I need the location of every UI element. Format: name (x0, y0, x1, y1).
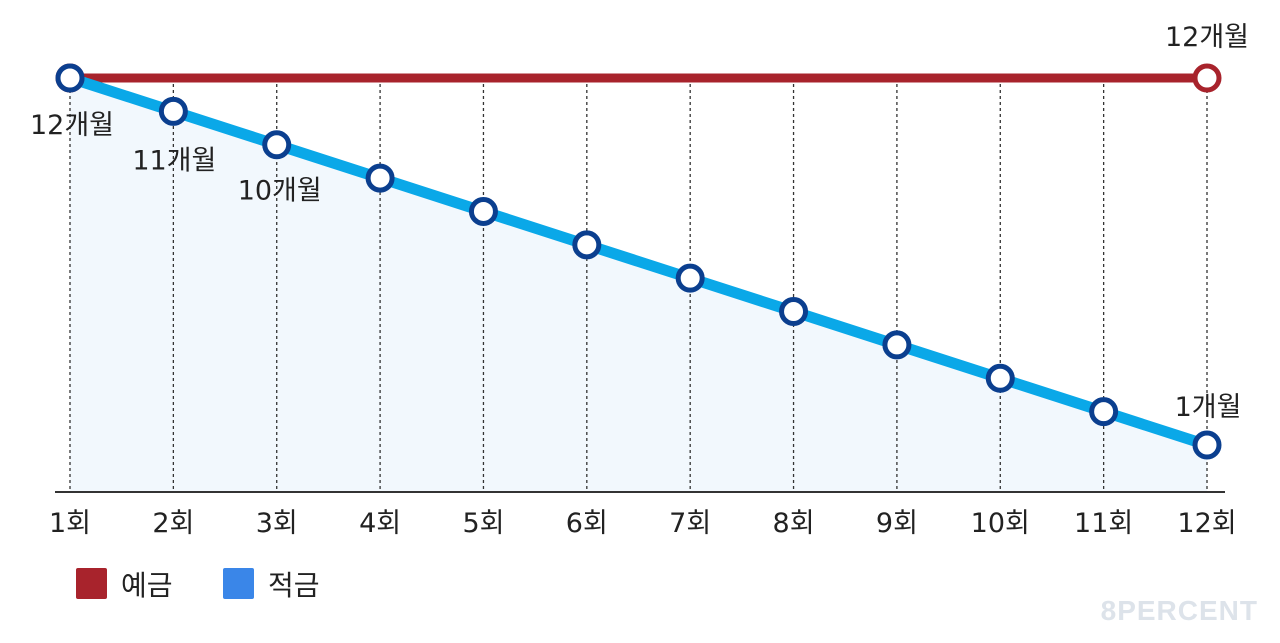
legend-swatch (76, 568, 107, 599)
data-label: 12개월 (30, 110, 114, 141)
legend-label: 적금 (268, 569, 320, 602)
data-point (468, 196, 498, 226)
data-point (572, 230, 602, 260)
x-tick-label: 10회 (971, 508, 1030, 539)
data-point (985, 363, 1015, 393)
x-tick-label: 8회 (773, 508, 815, 539)
data-point (779, 297, 809, 327)
x-tick-label: 3회 (256, 508, 298, 539)
data-point (158, 96, 188, 126)
x-tick-label: 1회 (49, 508, 91, 539)
area-layer (70, 78, 1207, 492)
x-tick-labels: 1회 2회 3회 4회 5회 6회 7회 8회 9회 10회 11회 12회 (49, 508, 1237, 539)
series-line (64, 72, 1213, 451)
x-tick-label: 9회 (876, 508, 918, 539)
marker-layer (55, 63, 1222, 460)
line-layer (64, 72, 1213, 451)
watermark: 8PERCENT (1101, 595, 1258, 626)
annotation-layer: 12개월 11개월 10개월 1개월 12개월 (30, 22, 1249, 423)
legend: 예금 적금 (76, 568, 320, 602)
legend-label: 예금 (121, 569, 173, 602)
legend-swatch (223, 568, 254, 599)
x-tick-label: 7회 (669, 508, 711, 539)
data-label: 12개월 (1165, 22, 1249, 53)
data-point (675, 263, 705, 293)
data-point (365, 163, 395, 193)
x-tick-label: 6회 (566, 508, 608, 539)
data-point (262, 130, 292, 160)
x-tick-label: 11회 (1074, 508, 1133, 539)
x-tick-label: 5회 (462, 508, 504, 539)
data-point (1089, 397, 1119, 427)
x-tick-label: 12회 (1177, 508, 1236, 539)
data-point (1192, 430, 1222, 460)
data-label: 10개월 (238, 176, 322, 207)
data-label: 1개월 (1175, 392, 1242, 423)
data-point (882, 330, 912, 360)
area-fill (70, 78, 1207, 492)
data-point (1192, 63, 1222, 93)
x-tick-label: 4회 (359, 508, 401, 539)
data-point (55, 63, 85, 93)
x-tick-label: 2회 (152, 508, 194, 539)
data-label: 11개월 (132, 145, 216, 176)
